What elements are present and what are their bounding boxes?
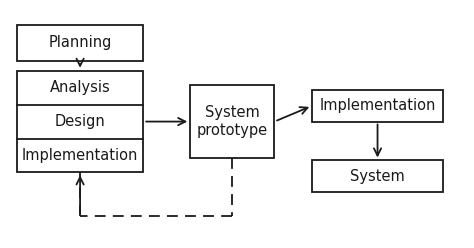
Bar (312, 90, 443, 122)
Text: Analysis: Analysis (50, 80, 110, 95)
Text: System: System (350, 169, 405, 184)
Bar (190, 85, 274, 158)
Bar (312, 160, 443, 192)
Bar (17, 25, 143, 61)
Text: System
prototype: System prototype (197, 105, 268, 138)
Text: Implementation: Implementation (319, 98, 436, 113)
Text: Design: Design (55, 114, 105, 129)
Bar (17, 71, 143, 173)
Text: Implementation: Implementation (22, 148, 138, 163)
Text: Planning: Planning (48, 35, 112, 50)
